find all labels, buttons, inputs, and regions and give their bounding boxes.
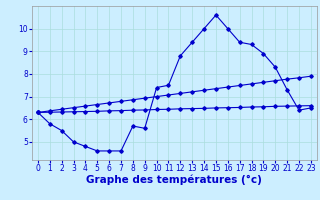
X-axis label: Graphe des températures (°c): Graphe des températures (°c): [86, 175, 262, 185]
